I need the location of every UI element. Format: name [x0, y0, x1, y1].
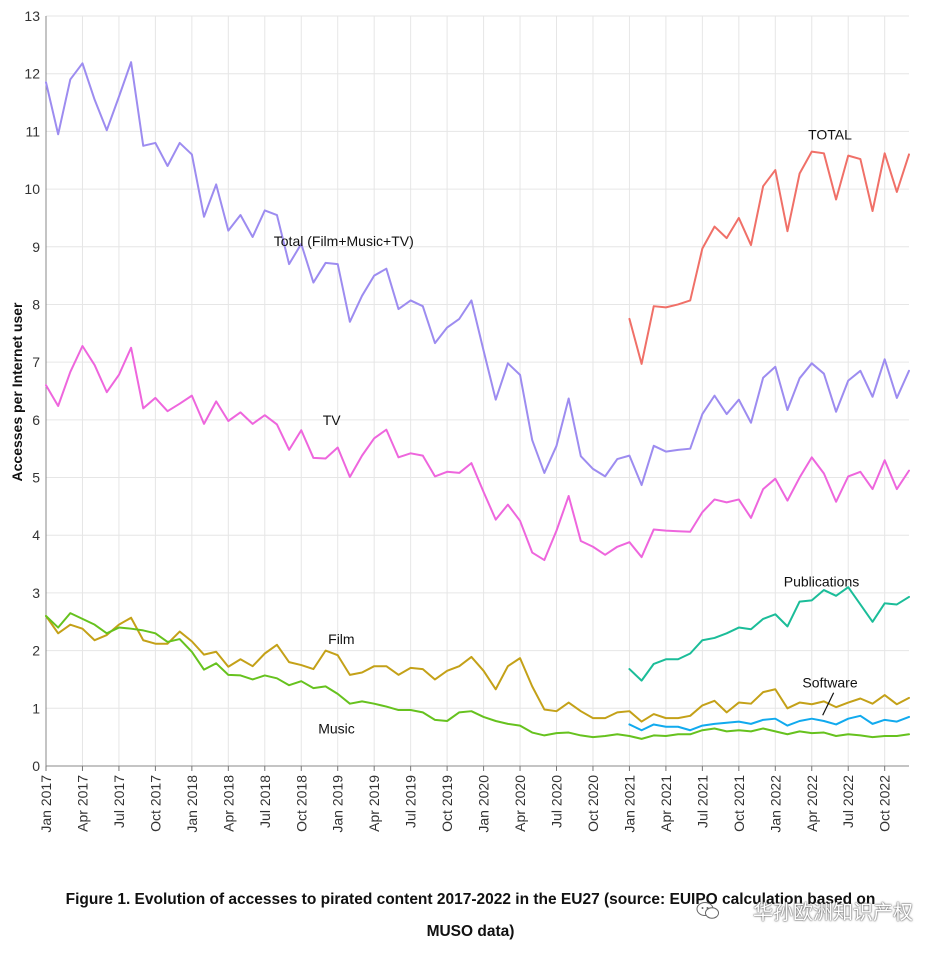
- caption-line-2: MUSO data): [426, 923, 515, 940]
- caption-line-1: Figure 1. Evolution of accesses to pirat…: [65, 891, 876, 908]
- x-tick-label: Apr 2020: [512, 775, 528, 832]
- x-tick-label: Jan 2019: [330, 775, 346, 833]
- x-tick-label: Jul 2019: [403, 775, 419, 828]
- x-tick-label: Oct 2020: [585, 775, 601, 832]
- y-tick-label: 0: [32, 758, 40, 774]
- x-tick-label: Apr 2021: [658, 775, 674, 832]
- grid: [45, 15, 909, 767]
- series-line-total-film-music-tv: [45, 61, 910, 487]
- x-tick-label: Jan 2020: [476, 775, 492, 833]
- y-tick-label: 9: [32, 239, 40, 255]
- x-tick-label: Jan 2018: [184, 775, 200, 833]
- series-line-total: [628, 150, 910, 365]
- wechat-icon: [696, 902, 719, 919]
- watermark-text: 华孙欧洲知识产权: [753, 900, 913, 924]
- x-tick-label: Jul 2022: [840, 775, 856, 828]
- annotation-total: TOTAL: [808, 126, 852, 142]
- y-tick-label: 1: [32, 700, 40, 716]
- y-tick-label: 4: [32, 527, 40, 543]
- y-tick-label: 6: [32, 412, 40, 428]
- x-tick-label: Oct 2019: [439, 775, 455, 832]
- x-tick-label: Oct 2017: [147, 775, 163, 832]
- x-tick-label: Apr 2022: [804, 775, 820, 832]
- x-tick-label: Apr 2018: [220, 775, 236, 832]
- annotation-total-film-music-tv: Total (Film+Music+TV): [274, 233, 414, 249]
- y-tick-label: 8: [32, 296, 40, 312]
- annotation-film: Film: [328, 631, 354, 647]
- software-pointer-line: [822, 692, 835, 716]
- x-tick-label: Jul 2021: [694, 775, 710, 828]
- y-tick-label: 5: [32, 470, 40, 486]
- annotation-publications: Publications: [784, 573, 860, 589]
- x-tick-label: Oct 2021: [731, 775, 747, 832]
- series-line-software: [628, 714, 910, 732]
- x-tick-label: Apr 2017: [74, 775, 90, 832]
- annotation-tv: TV: [323, 412, 342, 428]
- series-line-publications: [628, 586, 910, 682]
- figure-caption: Figure 1. Evolution of accesses to pirat…: [0, 884, 941, 948]
- axes: [45, 16, 909, 767]
- x-axis-ticks: Jan 2017 Apr 2017 Jul 2017 Oct 2017 Jan 2018…: [38, 766, 893, 833]
- y-tick-label: 2: [32, 643, 40, 659]
- series-annotations: Total (Film+Music+TV) TV TOTAL Publications…: [274, 126, 859, 736]
- series-line-film: [45, 615, 910, 723]
- annotation-software: Software: [802, 674, 857, 690]
- x-tick-label: Jan 2022: [767, 775, 783, 833]
- x-tick-label: Oct 2022: [877, 775, 893, 832]
- y-tick-label: 7: [32, 354, 40, 370]
- y-tick-label: 10: [24, 181, 40, 197]
- x-tick-label: Jan 2017: [38, 775, 54, 833]
- y-axis-label: Accesses per Internet user: [9, 302, 25, 482]
- series-line-music: [45, 612, 910, 740]
- x-tick-label: Jul 2020: [549, 775, 565, 828]
- series-line-tv: [45, 345, 910, 562]
- y-tick-label: 13: [24, 8, 40, 24]
- y-tick-label: 3: [32, 585, 40, 601]
- annotation-music: Music: [318, 721, 355, 737]
- y-tick-label: 11: [25, 123, 40, 139]
- x-tick-label: Jul 2018: [257, 775, 273, 828]
- x-tick-label: Jan 2021: [621, 775, 637, 833]
- series-lines: [45, 61, 910, 740]
- x-tick-label: Jul 2017: [111, 775, 127, 828]
- y-tick-label: 12: [24, 66, 40, 82]
- x-tick-label: Oct 2018: [293, 775, 309, 832]
- x-tick-label: Apr 2019: [366, 775, 382, 832]
